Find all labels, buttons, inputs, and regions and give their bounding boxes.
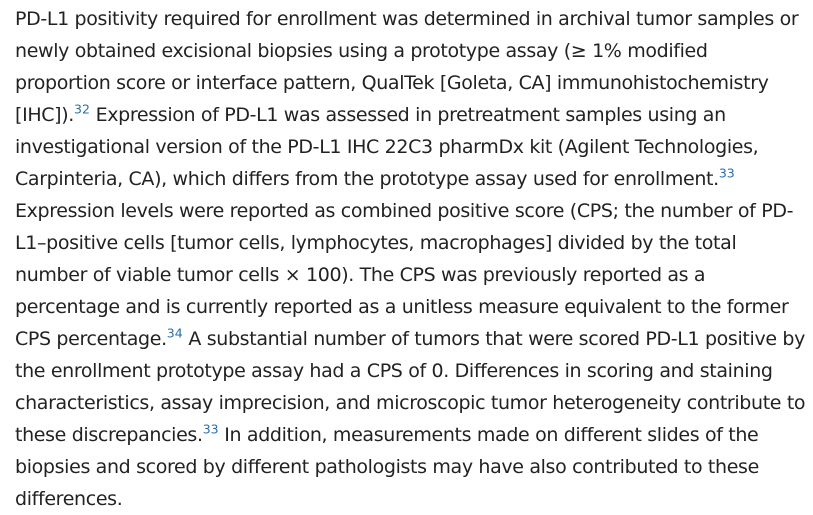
citation-ref-33[interactable]: 33 <box>718 165 735 181</box>
text-segment-discrepancies: A substantial number of tumors that were… <box>15 328 806 446</box>
text-segment-cps-definition: Expression levels were reported as combi… <box>15 200 794 350</box>
citation-ref-33-second[interactable]: 33 <box>202 421 219 437</box>
paragraph-pd-l1-assessment: PD-L1 positivity required for enrollment… <box>15 3 807 515</box>
text-segment-22c3-kit: Expression of PD-L1 was assessed in pret… <box>15 104 759 190</box>
text-segment-enrollment-assay: PD-L1 positivity required for enrollment… <box>15 8 799 126</box>
citation-ref-32[interactable]: 32 <box>74 101 90 117</box>
text-segment-pathologists: In addition, measurements made on differ… <box>15 424 759 510</box>
citation-ref-34[interactable]: 34 <box>166 325 183 341</box>
